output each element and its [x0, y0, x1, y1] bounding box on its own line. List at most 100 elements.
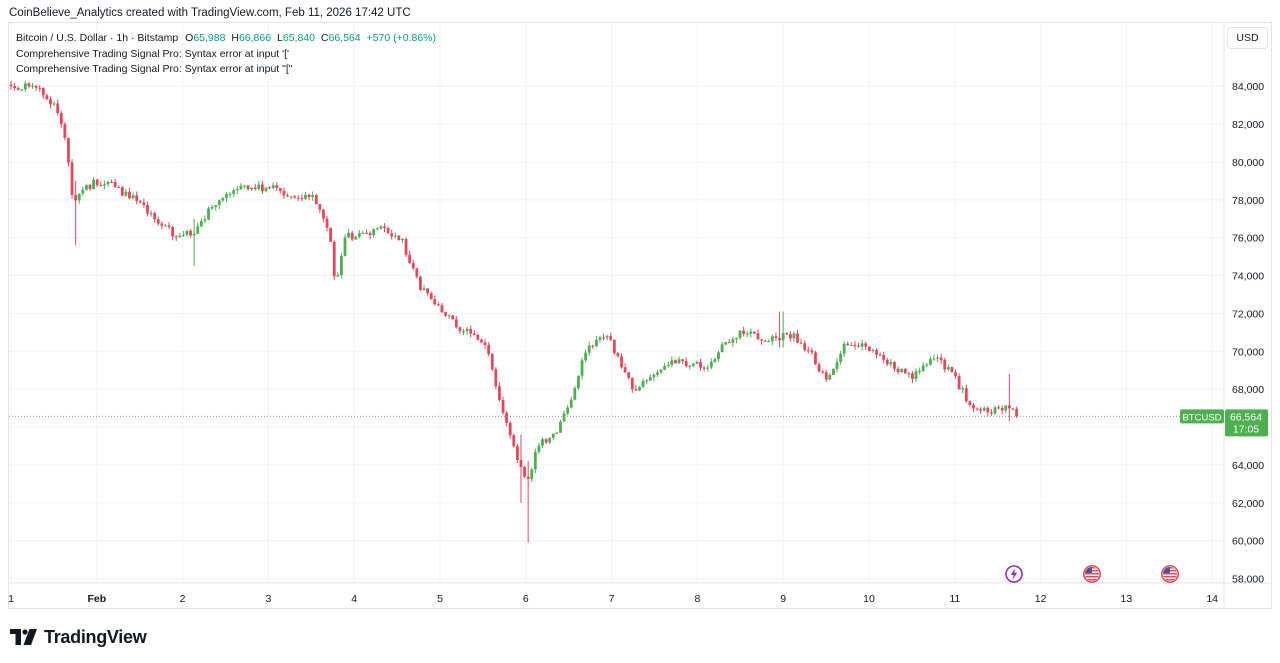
candle — [469, 325, 473, 338]
candle — [149, 210, 153, 217]
candle-body — [164, 225, 167, 227]
candle — [792, 331, 796, 342]
x-tick-label: 5 — [437, 593, 443, 605]
candle — [56, 99, 60, 116]
indicator-error-line[interactable]: Comprehensive Trading Signal Pro: Syntax… — [16, 47, 290, 60]
legend-open-label: O — [185, 32, 194, 44]
candle — [817, 361, 821, 373]
candle — [354, 235, 358, 240]
candle — [616, 351, 620, 358]
candle — [102, 180, 106, 190]
candle — [691, 362, 695, 368]
candle — [555, 432, 559, 435]
candle — [199, 218, 203, 228]
candle — [246, 185, 250, 191]
candle — [433, 295, 437, 306]
candle-body — [602, 337, 605, 339]
candle-body — [422, 288, 426, 290]
candle-body — [781, 333, 785, 341]
candle — [336, 272, 340, 278]
candle — [724, 341, 728, 346]
candle — [480, 338, 483, 343]
candle-body — [620, 356, 623, 368]
candle — [702, 365, 706, 372]
candle — [454, 315, 458, 329]
candle — [440, 303, 444, 314]
candle-body — [713, 359, 717, 362]
candle-body — [401, 239, 404, 241]
candle-body — [264, 187, 268, 192]
candle — [997, 404, 1001, 410]
candle-body — [587, 345, 591, 353]
legend-high: 66,866 — [238, 32, 272, 44]
candle-body — [250, 187, 254, 190]
indicator-error-line[interactable]: Comprehensive Trading Signal Pro: Syntax… — [16, 63, 293, 75]
candle-body — [799, 342, 803, 344]
candle-body — [189, 230, 192, 236]
candle — [228, 191, 232, 198]
candle-body — [846, 343, 850, 346]
candle — [673, 359, 677, 364]
candle — [623, 363, 627, 373]
candle — [142, 198, 146, 208]
candle-body — [717, 352, 720, 360]
candle — [20, 89, 24, 92]
candle — [293, 195, 297, 199]
candle — [993, 405, 997, 416]
candle-body — [839, 353, 843, 363]
candle — [1011, 407, 1015, 411]
candle-body — [243, 185, 246, 187]
candle-body — [426, 288, 429, 294]
candle-body — [494, 369, 498, 387]
candle-body — [551, 433, 555, 438]
candle — [444, 311, 447, 317]
candle-body — [763, 340, 767, 342]
candle-body — [268, 187, 271, 189]
candle-body — [573, 388, 577, 400]
candle — [192, 218, 196, 267]
candle-body — [419, 276, 422, 290]
candle-body — [49, 99, 52, 105]
candle — [203, 215, 207, 224]
candle — [462, 329, 465, 336]
candle-body — [925, 364, 929, 366]
candle — [221, 197, 225, 203]
candle — [652, 373, 656, 381]
currency-button[interactable]: USD — [1227, 27, 1268, 49]
candle-body — [774, 336, 778, 338]
candle-body — [181, 234, 185, 236]
candle-body — [702, 367, 706, 369]
candle — [27, 81, 31, 89]
us-flag-event-icon[interactable] — [1083, 565, 1101, 583]
candle — [645, 378, 649, 385]
legend-symbol[interactable]: Bitcoin / U.S. Dollar · 1h · Bitstamp — [16, 32, 179, 44]
chart-pane[interactable] — [8, 22, 1272, 609]
candle — [131, 192, 135, 200]
candle — [135, 191, 139, 205]
candle — [641, 378, 645, 389]
candle — [487, 342, 491, 357]
candle-body — [34, 85, 38, 88]
lightning-event-icon[interactable] — [1005, 565, 1023, 583]
candle-body — [253, 187, 257, 190]
us-flag-event-icon[interactable] — [1161, 565, 1179, 583]
tradingview-logo[interactable]: TradingView — [10, 625, 147, 649]
grid-layer — [9, 23, 1224, 583]
candle-body — [383, 226, 386, 229]
candle-body — [23, 83, 27, 90]
candle-body — [997, 407, 1001, 409]
candle-body — [465, 328, 469, 332]
candle — [814, 350, 817, 366]
candle-body — [961, 388, 965, 390]
candle-body — [404, 239, 408, 255]
candle — [160, 221, 164, 230]
candle-body — [106, 181, 110, 185]
candle-body — [659, 369, 663, 373]
candle-body — [817, 364, 821, 372]
candle-body — [749, 331, 753, 334]
candle — [128, 187, 131, 200]
candle-body — [810, 350, 814, 353]
candle — [878, 352, 882, 356]
candle-body — [293, 196, 297, 198]
